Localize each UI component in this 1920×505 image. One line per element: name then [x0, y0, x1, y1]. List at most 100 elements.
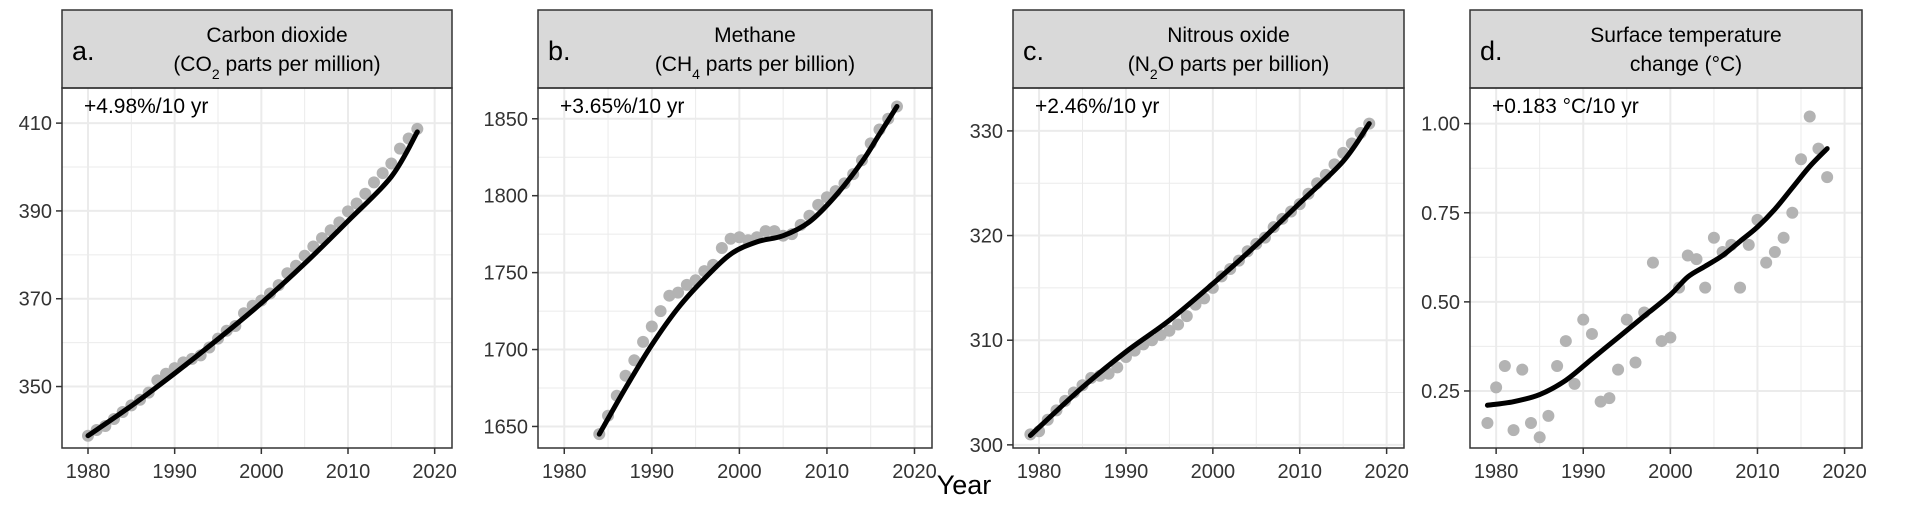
y-tick-label: 1850 [484, 109, 529, 131]
data-point [645, 320, 658, 333]
data-point [1603, 392, 1616, 405]
data-point [1803, 110, 1816, 123]
y-tick-label: 0.50 [1421, 292, 1460, 314]
data-point [411, 122, 424, 135]
data-point [1568, 377, 1581, 390]
x-tick-label: 1990 [152, 461, 197, 483]
rate-annotation: +0.183 °C/10 yr [1492, 95, 1639, 118]
data-point [1585, 327, 1598, 340]
panel-header [1012, 9, 1405, 89]
trend-line [85, 129, 420, 439]
data-point [715, 242, 728, 254]
data-point [1699, 281, 1712, 294]
data-point [1524, 417, 1537, 430]
data-point [628, 354, 641, 367]
panel-header [1469, 9, 1863, 89]
x-tick-label: 1980 [542, 461, 587, 483]
data-point [359, 187, 372, 200]
panel-subtitle: (N2O parts per billion) [1128, 53, 1330, 82]
x-tick-label: 2000 [1648, 461, 1693, 483]
x-tick-label: 2020 [1822, 461, 1867, 483]
panel-border [1469, 87, 1863, 449]
data-point [1786, 206, 1799, 219]
panel-title: Surface temperature [1590, 24, 1781, 47]
x-tick-label: 2020 [1364, 461, 1409, 483]
x-tick-label: 2020 [892, 461, 937, 483]
y-tick-label: 300 [970, 435, 1003, 457]
y-tick-label: 1650 [484, 416, 529, 438]
x-tick-label: 2010 [1735, 461, 1780, 483]
trend-line [1027, 121, 1372, 438]
data-point [1516, 363, 1529, 376]
data-point [1795, 153, 1808, 166]
data-point [1577, 313, 1590, 326]
x-tick-label: 1980 [66, 461, 111, 483]
x-tick-label: 1990 [630, 461, 675, 483]
panel-subtitle: change (°C) [1630, 53, 1742, 76]
panel-title: Nitrous oxide [1167, 24, 1290, 47]
data-point [1629, 356, 1642, 369]
data-point [654, 305, 667, 318]
x-tick-label: 2010 [805, 461, 850, 483]
panel-1: a. Carbon dioxide (CO2 parts per million) +… [19, 9, 457, 483]
data-point [1533, 431, 1546, 444]
data-point [1768, 245, 1781, 258]
data-point [376, 167, 389, 180]
x-tick-label: 1990 [1561, 461, 1606, 483]
y-tick-label: 310 [970, 330, 1003, 352]
y-tick-label: 390 [19, 201, 52, 223]
y-tick-label: 330 [970, 121, 1003, 143]
data-point [385, 157, 398, 170]
y-tick-label: 1700 [484, 340, 529, 362]
panel-title: Methane [714, 24, 796, 47]
x-tick-label: 1980 [1474, 461, 1519, 483]
data-point [1559, 335, 1572, 348]
data-point [1551, 360, 1564, 373]
trend-line [1484, 146, 1830, 408]
panel-3: c. Nitrous oxide (N2O parts per billion) +2… [970, 9, 1409, 483]
data-point [1507, 424, 1520, 437]
panel-header [61, 9, 453, 89]
data-point [1620, 313, 1633, 326]
x-tick-label: 2010 [1277, 461, 1322, 483]
panel-letter: b. [548, 36, 571, 66]
y-tick-label: 410 [19, 113, 52, 135]
x-tick-label: 2000 [1191, 461, 1236, 483]
plot-area [1470, 88, 1862, 448]
data-point [1612, 363, 1625, 376]
x-axis-label: Year [937, 470, 992, 500]
x-tick-label: 2020 [412, 461, 457, 483]
y-tick-label: 0.25 [1421, 381, 1460, 403]
panel-subtitle: (CO2 parts per million) [173, 53, 380, 82]
data-point [1690, 253, 1703, 266]
panel-2: b. Methane (CH4 parts per billion) +3.65%/1… [484, 9, 937, 483]
x-tick-label: 2000 [717, 461, 762, 483]
data-point [1777, 231, 1790, 244]
data-point [1490, 381, 1503, 394]
panel-letter: d. [1480, 36, 1503, 66]
plot-area [62, 88, 452, 448]
y-tick-label: 370 [19, 289, 52, 311]
data-point [759, 225, 772, 238]
data-point [1760, 256, 1773, 269]
panel-border [537, 87, 933, 449]
y-tick-label: 1750 [484, 263, 529, 285]
data-point [1821, 171, 1834, 184]
y-tick-label: 1.00 [1421, 114, 1460, 136]
trend-line [596, 103, 900, 437]
data-point [342, 205, 354, 218]
data-point [1542, 409, 1555, 422]
data-point [1664, 331, 1677, 344]
panel-header [537, 9, 933, 89]
x-tick-label: 1980 [1017, 461, 1062, 483]
data-point [637, 335, 650, 348]
panel-letter: c. [1023, 36, 1044, 66]
data-point [368, 176, 380, 189]
y-tick-label: 350 [19, 377, 52, 399]
data-point [1707, 231, 1720, 244]
data-point [1646, 256, 1659, 269]
x-tick-label: 2000 [239, 461, 284, 483]
data-point [672, 286, 685, 299]
